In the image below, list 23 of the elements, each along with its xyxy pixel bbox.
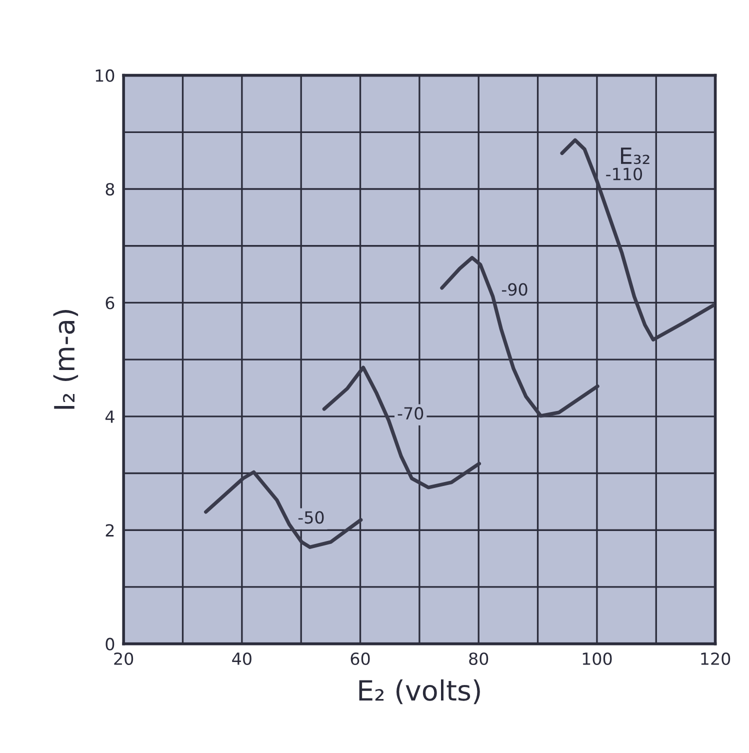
x-tick-label: 120 [701, 652, 730, 666]
x-tick-label: 40 [232, 652, 252, 666]
y-tick-label: 10 [96, 69, 114, 82]
y-tick-label: 0 [106, 638, 114, 650]
line-series [440, 256, 600, 418]
x-tick-label: 60 [350, 652, 370, 666]
x-tick-label: 100 [582, 652, 612, 666]
line-series [204, 470, 363, 549]
y-tick-label: 8 [106, 182, 114, 196]
series-label: -70 [398, 407, 424, 420]
y-tick-label: 6 [106, 296, 114, 310]
series-label: -90 [502, 283, 528, 296]
x-tick-label: 20 [114, 652, 134, 666]
y-axis-title: I₂ (m-a) [53, 310, 78, 409]
line-series [322, 366, 482, 490]
x-axis-title: E₂ (volts) [359, 679, 480, 704]
series-label: -110 [606, 168, 642, 180]
y-tick-label: 4 [105, 410, 114, 423]
series-label: -50 [298, 511, 324, 524]
line-series [560, 138, 715, 342]
x-tick-label: 80 [469, 652, 488, 666]
legend-title: E₃₂ [621, 148, 650, 164]
y-tick-label: 2 [106, 524, 114, 536]
